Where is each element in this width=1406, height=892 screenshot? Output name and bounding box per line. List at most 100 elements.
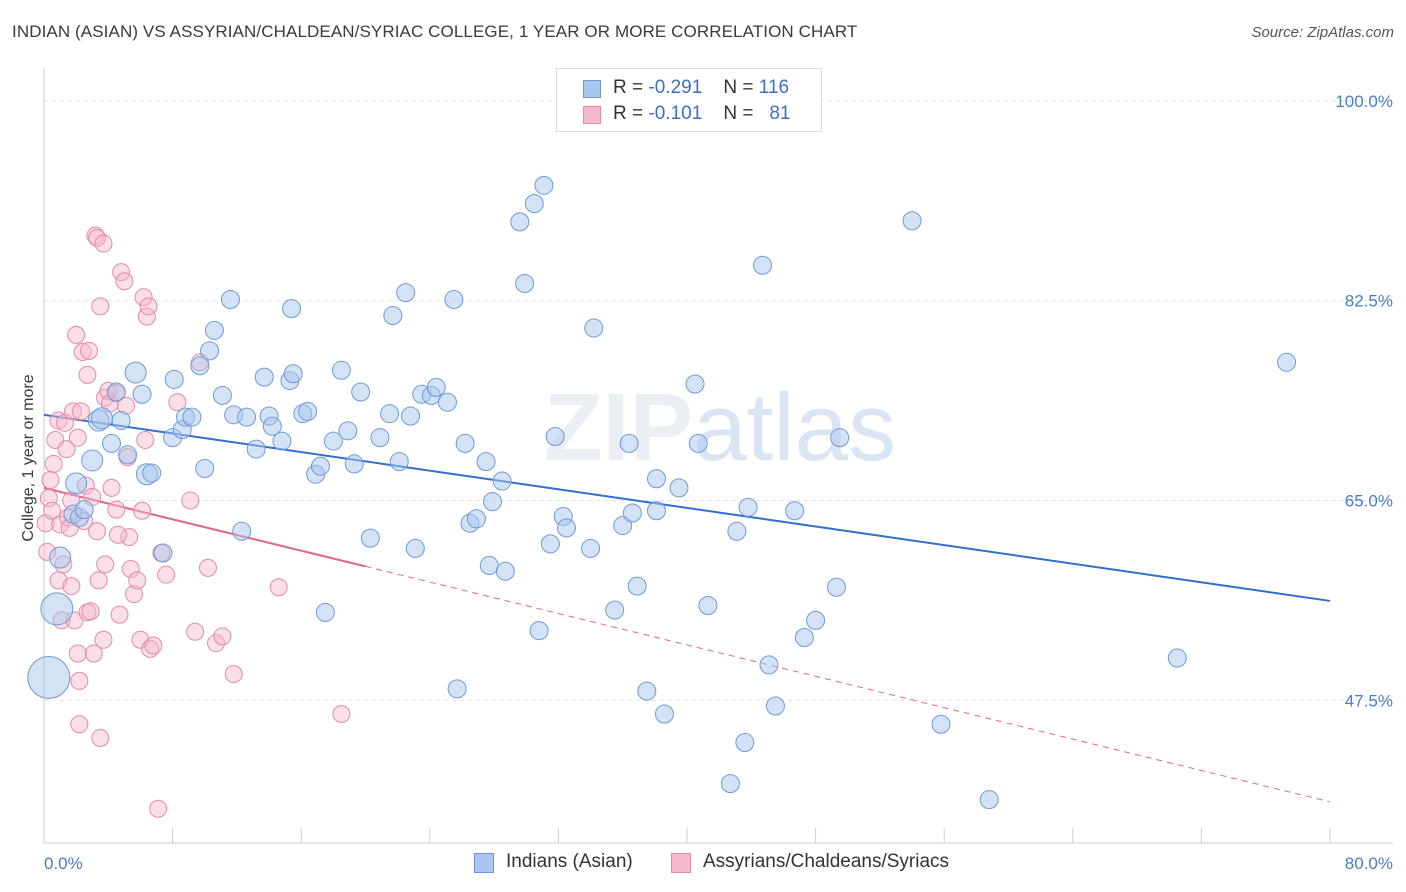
blue-point-15 (132, 384, 152, 404)
blue-point-10 (102, 433, 122, 453)
pink-point-21 (68, 428, 87, 447)
blue-point-91 (646, 501, 666, 521)
blue-point-33 (246, 439, 266, 459)
blue-point-31 (232, 521, 252, 541)
blue-point-85 (613, 516, 633, 536)
blue-point-55 (389, 452, 409, 472)
blue-point-56 (396, 283, 416, 303)
blue-point-93 (669, 478, 689, 498)
blue-point-51 (360, 528, 380, 548)
blue-point-52 (370, 428, 390, 448)
pink-point-79 (108, 525, 127, 544)
blue-point-97 (720, 774, 740, 794)
axes (43, 68, 1393, 844)
blue-points (27, 175, 1297, 810)
blue-point-7 (81, 449, 104, 472)
blue-point-95 (688, 433, 708, 453)
pink-point-48 (107, 500, 126, 519)
chart-title: INDIAN (ASIAN) VS ASSYRIAN/CHALDEAN/SYRI… (12, 22, 858, 41)
blue-point-104 (785, 501, 805, 521)
blue-point-87 (622, 503, 642, 523)
blue-point-54 (383, 305, 403, 325)
blue-point-68 (476, 452, 496, 472)
pink-point-51 (115, 272, 134, 291)
pink-point-78 (332, 704, 351, 723)
pink-point-41 (94, 630, 113, 649)
pink-point-20 (67, 325, 86, 344)
pink-point-55 (121, 559, 140, 578)
blue-point-46 (323, 431, 343, 451)
pink-point-40 (94, 234, 113, 253)
blue-point-26 (200, 341, 220, 361)
pink-point-29 (78, 365, 97, 384)
pink-point-57 (128, 571, 147, 590)
blue-point-57 (401, 406, 421, 426)
legend-stats-pink: R = -0.101 N = 81 (613, 103, 791, 124)
legend-swatch-blue (583, 80, 601, 98)
blue-point-28 (212, 385, 232, 405)
blue-point-109 (902, 211, 922, 231)
y-tick-label-2: 65.0% (1345, 491, 1393, 510)
blue-point-58 (405, 538, 425, 558)
blue-point-107 (826, 577, 846, 597)
pink-point-24 (70, 715, 89, 734)
blue-point-94 (685, 374, 705, 394)
x-tick-label-max: 80.0% (1345, 854, 1393, 873)
blue-point-79 (545, 427, 565, 447)
pink-point-17 (62, 577, 81, 596)
y-tick-label-1: 82.5% (1345, 292, 1393, 311)
pink-point-70 (181, 491, 200, 510)
blue-point-17 (142, 463, 162, 483)
pink-point-61 (136, 430, 155, 449)
blue-point-13 (118, 445, 138, 465)
blue-point-63 (447, 679, 467, 699)
blue-point-111 (979, 790, 999, 810)
blue-point-89 (637, 681, 657, 701)
bottom-legend-label-blue: Indians (Asian) (506, 851, 633, 872)
pink-point-74 (207, 634, 226, 653)
blue-point-90 (646, 469, 666, 489)
pink-point-77 (269, 578, 288, 597)
blue-point-106 (806, 610, 826, 630)
pink-point-13 (57, 440, 76, 459)
pink-point-49 (110, 605, 129, 624)
pink-point-54 (120, 528, 139, 546)
blue-point-88 (627, 576, 647, 596)
pink-point-25 (71, 402, 90, 421)
blue-point-0 (27, 655, 71, 699)
pink-point-42 (96, 555, 115, 574)
watermark: ZIPatlas (544, 374, 896, 481)
pink-point-23 (70, 671, 89, 690)
blue-point-39 (282, 299, 302, 319)
blue-point-23 (182, 407, 202, 427)
y-axis-label: College, 1 year or more (20, 374, 37, 541)
blue-point-62 (437, 392, 457, 412)
blue-point-70 (482, 492, 502, 512)
pink-point-37 (89, 571, 108, 590)
bottom-legend-label-pink: Assyrians/Chaldeans/Syriacs (703, 851, 950, 872)
pink-point-75 (213, 627, 232, 646)
blue-point-48 (338, 421, 358, 441)
blue-point-9 (90, 407, 113, 430)
blue-point-20 (164, 369, 184, 389)
blue-point-44 (310, 456, 330, 476)
blue-point-112 (1167, 648, 1187, 668)
pink-point-59 (133, 501, 152, 520)
pink-trend-solid (43, 486, 366, 568)
blue-point-61 (426, 377, 446, 397)
blue-point-76 (529, 621, 549, 641)
blue-point-25 (195, 458, 215, 478)
blue-point-99 (735, 733, 755, 753)
pink-point-46 (102, 478, 121, 497)
blue-point-74 (515, 274, 535, 294)
blue-point-83 (584, 318, 604, 338)
blue-point-2 (49, 546, 72, 569)
blue-point-103 (765, 696, 785, 716)
blue-point-37 (272, 431, 292, 451)
pink-point-69 (168, 393, 187, 412)
blue-point-64 (444, 290, 464, 310)
pink-point-31 (80, 341, 99, 360)
blue-point-77 (534, 175, 554, 195)
bottom-legend-swatch-pink (671, 853, 691, 873)
